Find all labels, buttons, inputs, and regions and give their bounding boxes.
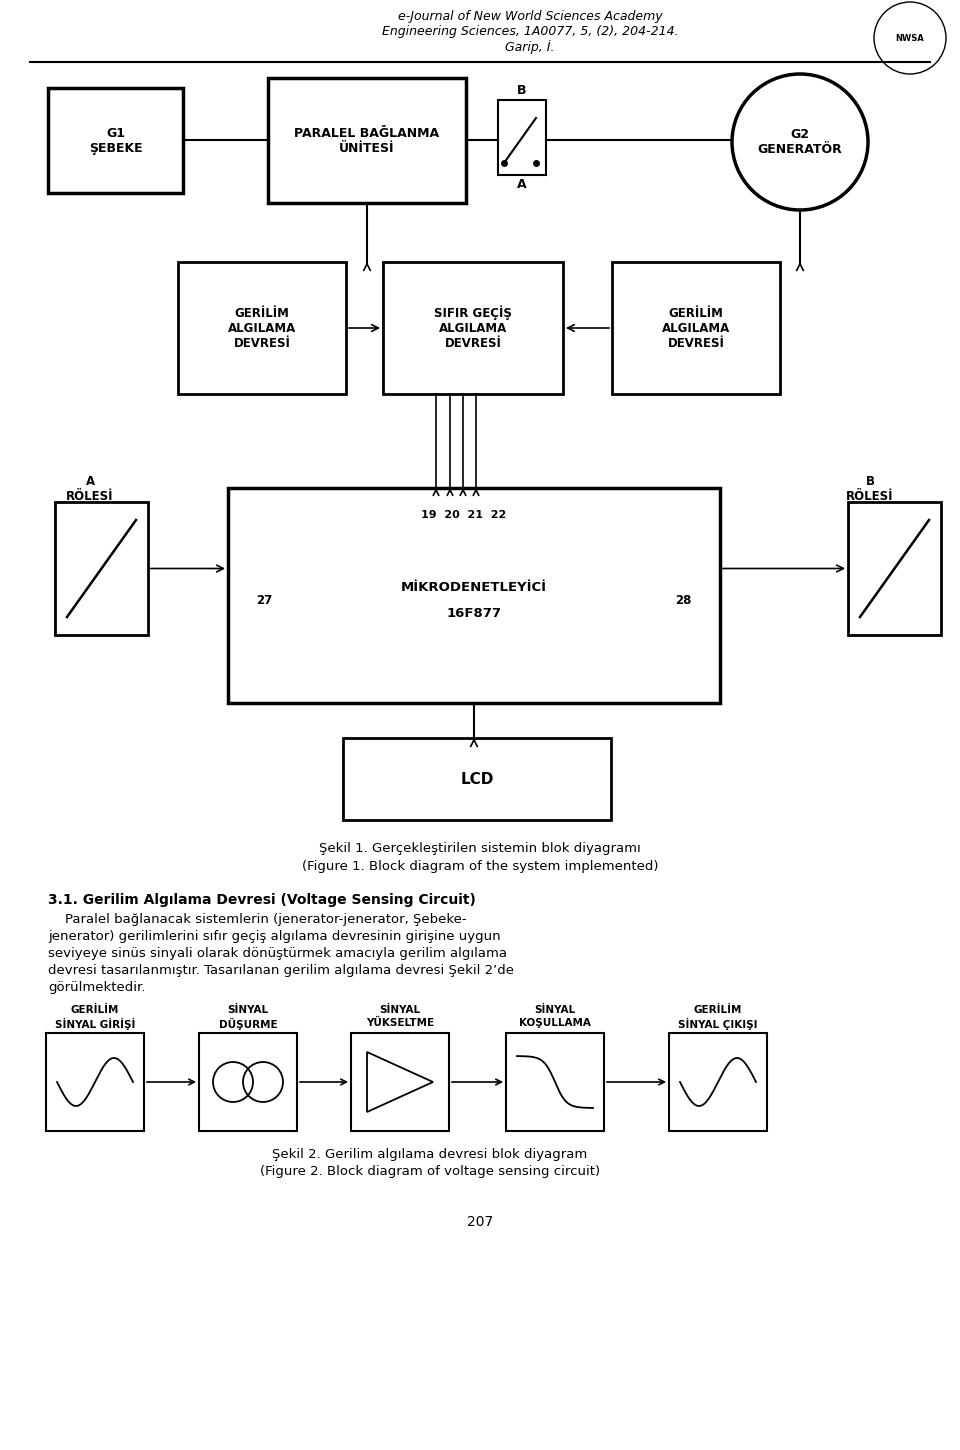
Bar <box>612 262 780 394</box>
Text: Şekil 2. Gerilim algılama devresi blok diyagram: Şekil 2. Gerilim algılama devresi blok d… <box>273 1148 588 1161</box>
Text: 28: 28 <box>676 594 692 608</box>
Text: (Figure 1. Block diagram of the system implemented): (Figure 1. Block diagram of the system i… <box>301 860 659 873</box>
Text: SİNYAL: SİNYAL <box>228 1005 269 1015</box>
Text: Engineering Sciences, 1A0077, 5, (2), 204-214.: Engineering Sciences, 1A0077, 5, (2), 20… <box>382 25 679 38</box>
Bar <box>48 88 183 193</box>
Text: MİKRODENETLEYİCİ: MİKRODENETLEYİCİ <box>401 581 547 594</box>
Bar <box>343 738 611 821</box>
Polygon shape <box>367 1053 433 1112</box>
Text: GERİLİM: GERİLİM <box>694 1005 742 1015</box>
Text: 19  20  21  22: 19 20 21 22 <box>421 510 507 521</box>
Text: seviyeye sinüs sinyali olarak dönüştürmek amacıyla gerilim algılama: seviyeye sinüs sinyali olarak dönüştürme… <box>48 947 507 960</box>
Text: görülmektedir.: görülmektedir. <box>48 982 145 995</box>
Text: GERİLİM
ALGILAMA
DEVRESİ: GERİLİM ALGILAMA DEVRESİ <box>661 306 731 349</box>
Text: SIFIR GEÇİŞ
ALGILAMA
DEVRESİ: SIFIR GEÇİŞ ALGILAMA DEVRESİ <box>434 306 512 351</box>
Text: jenerator) gerilimlerini sıfır geçiş algılama devresinin girişine uygun: jenerator) gerilimlerini sıfır geçiş alg… <box>48 929 500 942</box>
Text: SİNYAL: SİNYAL <box>535 1005 576 1015</box>
Text: 207: 207 <box>467 1215 493 1230</box>
Bar <box>383 262 563 394</box>
Bar <box>506 1032 604 1131</box>
Text: G1
ŞEBEKE: G1 ŞEBEKE <box>88 126 142 155</box>
Text: SİNYAL GİRİŞİ: SİNYAL GİRİŞİ <box>55 1018 135 1030</box>
Bar <box>351 1032 449 1131</box>
Text: (Figure 2. Block diagram of voltage sensing circuit): (Figure 2. Block diagram of voltage sens… <box>260 1164 600 1177</box>
Text: devresi tasarılanmıştır. Tasarılanan gerilim algılama devresi Şekil 2’de: devresi tasarılanmıştır. Tasarılanan ger… <box>48 964 514 977</box>
Bar <box>498 100 546 175</box>
Text: A
RÖLESİ: A RÖLESİ <box>66 476 113 503</box>
Bar <box>848 502 941 635</box>
Text: SİNYAL: SİNYAL <box>379 1005 420 1015</box>
Text: Paralel bağlanacak sistemlerin (jenerator-jenerator, Şebeke-: Paralel bağlanacak sistemlerin (jenerato… <box>48 914 467 927</box>
Text: G2
GENERATÖR: G2 GENERATÖR <box>757 128 842 157</box>
Text: B: B <box>517 84 527 97</box>
Text: DÜŞURME: DÜŞURME <box>219 1018 277 1030</box>
Text: e-Journal of New World Sciences Academy: e-Journal of New World Sciences Academy <box>397 10 662 23</box>
Bar <box>46 1032 144 1131</box>
Text: Garip, İ.: Garip, İ. <box>505 41 555 54</box>
Text: A: A <box>517 178 527 191</box>
Bar <box>669 1032 767 1131</box>
Bar <box>178 262 346 394</box>
Bar <box>199 1032 297 1131</box>
Text: NWSA: NWSA <box>896 33 924 42</box>
Text: PARALEL BAĞLANMA
ÜNİTESİ: PARALEL BAĞLANMA ÜNİTESİ <box>295 126 440 155</box>
Bar <box>268 78 466 203</box>
Text: 3.1. Gerilim Algılama Devresi (Voltage Sensing Circuit): 3.1. Gerilim Algılama Devresi (Voltage S… <box>48 893 476 908</box>
Text: KOŞULLAMA: KOŞULLAMA <box>519 1018 591 1028</box>
Text: B
RÖLESİ: B RÖLESİ <box>847 476 894 503</box>
Bar <box>228 489 720 703</box>
Text: Şekil 1. Gerçekleştirilen sistemin blok diyagramı: Şekil 1. Gerçekleştirilen sistemin blok … <box>319 842 641 856</box>
Text: GERİLİM
ALGILAMA
DEVRESİ: GERİLİM ALGILAMA DEVRESİ <box>228 306 296 349</box>
Text: GERİLİM: GERİLİM <box>71 1005 119 1015</box>
Text: 16F877: 16F877 <box>446 608 501 621</box>
Bar <box>55 502 148 635</box>
Text: YÜKSELTME: YÜKSELTME <box>366 1018 434 1028</box>
Text: 27: 27 <box>256 594 273 608</box>
Text: SİNYAL ÇIKIŞI: SİNYAL ÇIKIŞI <box>679 1018 757 1030</box>
Text: LCD: LCD <box>460 771 493 786</box>
